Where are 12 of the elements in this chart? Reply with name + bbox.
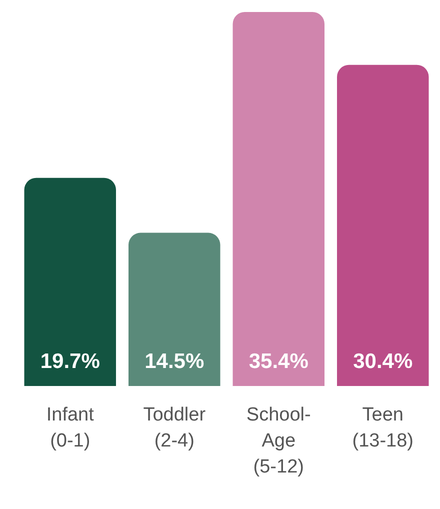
data-label: 35.4% [248, 350, 309, 373]
bar [232, 12, 324, 386]
data-label: 30.4% [353, 350, 413, 373]
data-label: 19.7% [40, 350, 100, 373]
bar [24, 178, 116, 386]
x-tick-label: Toddler (2-4) [143, 404, 206, 452]
x-tick-label: Infant (0-1) [46, 404, 95, 452]
bar [128, 232, 220, 386]
x-tick-label: Teen (13-18) [352, 404, 414, 452]
bar [337, 64, 429, 386]
data-label: 14.5% [144, 350, 204, 373]
x-tick-label: School- Age (5-12) [246, 404, 311, 478]
